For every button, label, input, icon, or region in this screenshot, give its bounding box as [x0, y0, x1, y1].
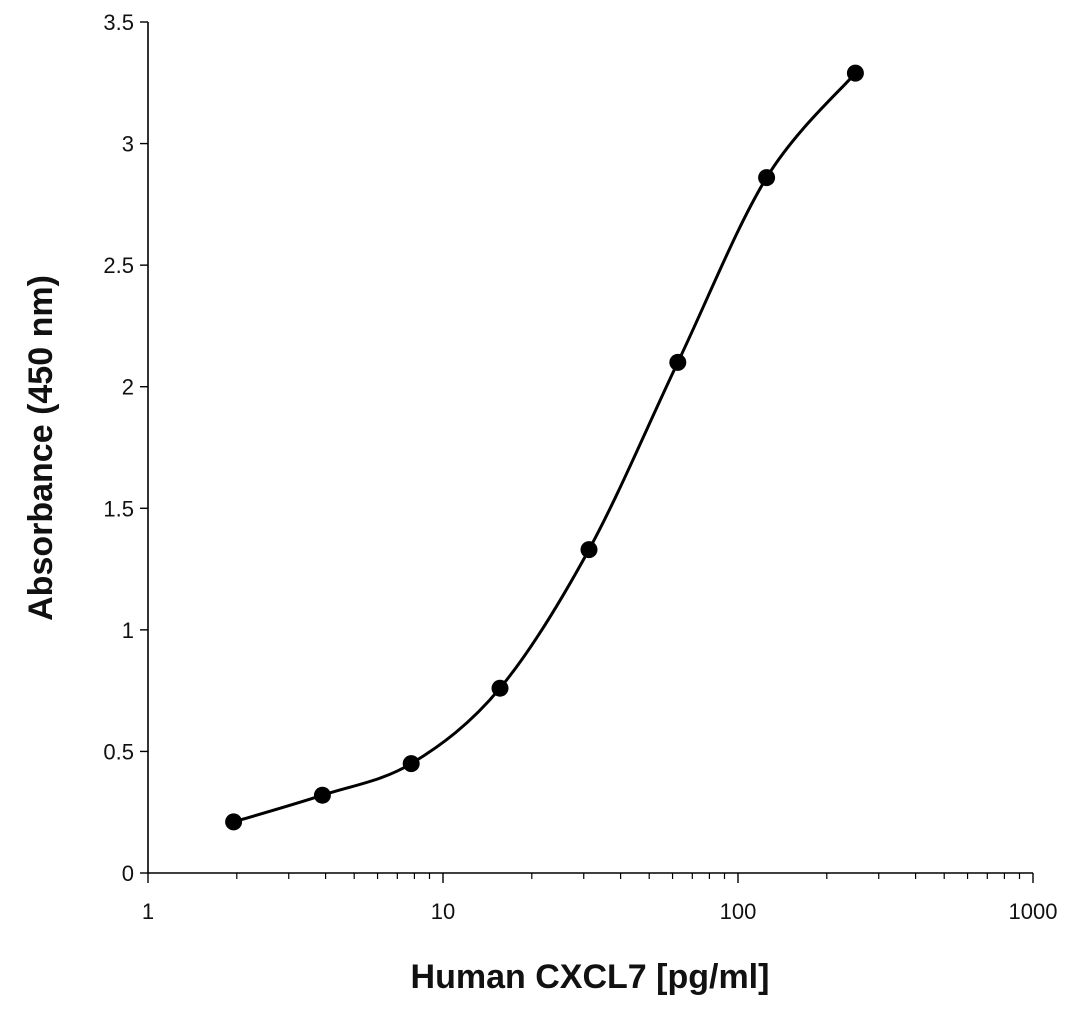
y-tick-label: 3.5: [103, 10, 134, 35]
y-tick-label: 1: [122, 618, 134, 643]
data-point: [669, 353, 687, 371]
data-point: [225, 813, 243, 831]
y-axis-title: Absorbance (450 nm): [22, 275, 60, 621]
data-point: [491, 679, 509, 697]
y-tick-label: 2.5: [103, 253, 134, 278]
data-point: [846, 64, 864, 82]
curve-layer: [233, 72, 857, 824]
y-tick-label: 0: [122, 861, 134, 886]
y-tick-label: 2: [122, 375, 134, 400]
x-tick-label: 100: [720, 899, 757, 924]
data-point: [402, 755, 420, 773]
x-tick-label: 1: [142, 899, 154, 924]
x-axis-title: Human CXCL7 [pg/ml]: [411, 958, 770, 996]
y-tick-label: 1.5: [103, 496, 134, 521]
axes: 0 0.5 1 1.5 2 2.5 3 3.5 1 10 100 1000: [103, 10, 1057, 924]
y-tick-label: 0.5: [103, 739, 134, 764]
x-tick-label: 10: [431, 899, 455, 924]
series-line: [233, 72, 857, 824]
x-tick-label: 1000: [1009, 899, 1058, 924]
marker-layer: [225, 64, 864, 831]
data-point: [313, 786, 331, 804]
data-point: [758, 169, 776, 187]
y-tick-label: 3: [122, 132, 134, 157]
data-point: [580, 541, 598, 559]
